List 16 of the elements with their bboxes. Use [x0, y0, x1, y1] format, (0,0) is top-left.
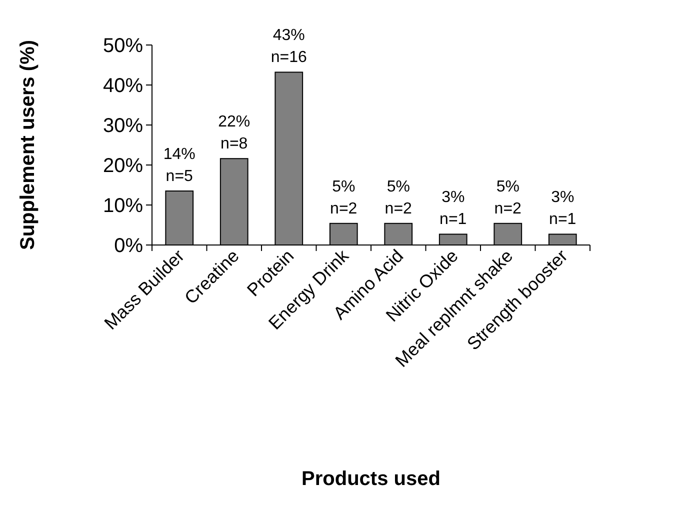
y-tick-label: 0%: [114, 235, 144, 257]
y-tick-label: 40%: [102, 75, 144, 97]
x-axis-title: Products used: [302, 468, 440, 490]
data-label: 3% n=1: [440, 189, 467, 228]
data-label: 3% n=1: [549, 189, 576, 228]
y-tick-label: 30%: [102, 115, 144, 137]
data-label: 14% n=5: [163, 146, 196, 185]
data-label: 5% n=2: [330, 178, 358, 218]
data-label: 22% n=8: [218, 114, 250, 153]
y-tick-label: 20%: [102, 155, 144, 177]
data-label: 5% n=2: [494, 178, 522, 218]
data-label: 5% n=2: [384, 178, 412, 218]
y-tick-label: 10%: [102, 195, 144, 217]
y-axis-title: Supplement users (%): [17, 40, 39, 250]
data-label: 43% n=16: [270, 27, 307, 66]
y-tick-label: 50%: [102, 35, 144, 57]
